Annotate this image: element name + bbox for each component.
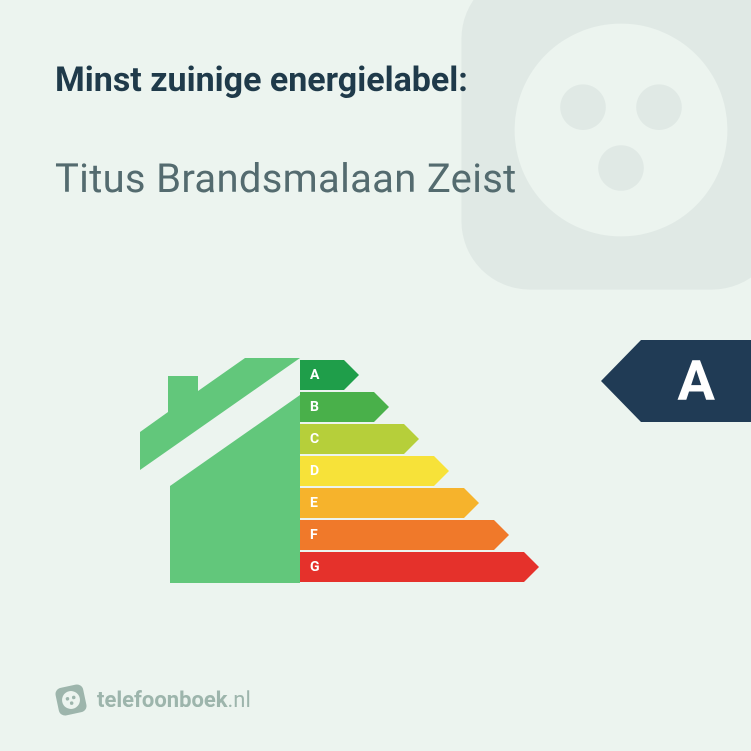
energy-bar-label: B [300,392,374,422]
page-title: Minst zuinige energielabel: [55,60,696,100]
footer-brand: telefoonboek.nl [55,684,251,716]
energy-bar-label: G [300,552,524,582]
energy-bar-label: F [300,520,494,550]
energy-bar-label: A [300,360,344,390]
energy-bar-d: D [300,456,524,486]
brand-name-light: .nl [228,688,251,713]
brand-name-bold: telefoonboek [97,688,228,713]
house-icon [140,358,300,583]
energy-bar-a: A [300,360,524,390]
energy-bar-label: C [300,424,404,454]
energy-bars: ABCDEFG [300,360,524,584]
brand-logo-icon [52,681,90,719]
energy-bar-label: D [300,456,434,486]
energy-label-chart: ABCDEFG A [0,320,751,620]
brand-text: telefoonboek.nl [97,688,251,713]
selected-energy-label-text: A [677,348,715,414]
energy-bar-c: C [300,424,524,454]
address-line: Titus Brandsmalaan Zeist [55,155,696,202]
energy-bar-f: F [300,520,524,550]
selected-energy-label: A [641,340,751,422]
energy-bar-b: B [300,392,524,422]
energy-bar-e: E [300,488,524,518]
energy-bar-g: G [300,552,524,582]
energy-bar-label: E [300,488,464,518]
